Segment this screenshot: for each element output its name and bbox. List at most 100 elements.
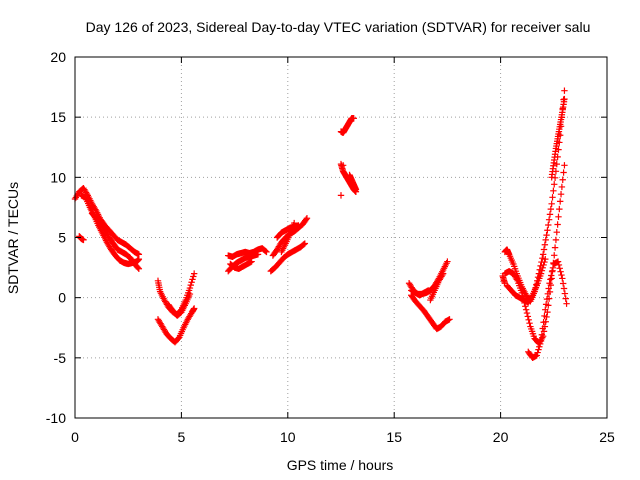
data-point	[561, 290, 569, 297]
data-point	[188, 279, 195, 286]
data-point	[537, 337, 545, 345]
data-point	[557, 190, 565, 198]
data-point	[539, 332, 547, 340]
y-tick-label: -10	[46, 410, 66, 426]
data-point	[553, 229, 560, 236]
data-point	[556, 265, 563, 272]
data-point	[547, 276, 554, 283]
data-point	[539, 264, 546, 272]
data-point	[524, 313, 532, 320]
data-point	[352, 186, 360, 193]
data-point	[540, 328, 548, 335]
data-point	[190, 273, 197, 280]
data-point	[559, 275, 566, 282]
data-point	[552, 236, 560, 244]
y-tick-labels: -10 -5 0 5 10 15 20	[46, 49, 66, 426]
data-point	[190, 270, 198, 277]
series-arc-6d	[427, 270, 447, 304]
chart-title: Day 126 of 2023, Sidereal Day-to-day VTE…	[86, 19, 591, 35]
data-point	[80, 236, 87, 244]
data-point	[539, 251, 547, 258]
data-point	[542, 255, 549, 263]
data-point	[425, 287, 432, 294]
data-point	[522, 306, 530, 313]
data-point	[300, 241, 308, 248]
data-point	[544, 227, 551, 234]
data-point	[134, 264, 142, 272]
series-arc-4d	[278, 219, 298, 256]
data-point	[538, 267, 546, 274]
data-point	[560, 285, 568, 292]
series-arc-5c	[346, 171, 360, 193]
series-arc-6b	[408, 292, 453, 333]
data-point	[556, 205, 563, 213]
data-point	[187, 281, 194, 289]
series-arc-3b	[225, 251, 262, 275]
data-point	[301, 240, 309, 247]
data-point	[541, 312, 548, 320]
data-point	[562, 295, 569, 302]
data-point	[554, 258, 562, 265]
series-arc-1a	[71, 184, 143, 258]
data-point	[350, 115, 357, 122]
data-point	[535, 346, 542, 353]
series-arc-6c	[408, 287, 432, 299]
series-arc-2b	[154, 305, 198, 346]
data-point	[248, 258, 255, 265]
series-arc-7c	[525, 258, 570, 362]
x-tick-label: 25	[599, 429, 615, 445]
x-tick-label: 15	[386, 429, 402, 445]
data-point	[543, 231, 550, 239]
data-point	[545, 216, 553, 223]
data-point	[523, 309, 531, 317]
data-point	[439, 270, 447, 277]
data-point	[302, 216, 310, 223]
data-point	[262, 248, 269, 255]
data-point	[539, 325, 546, 332]
x-axis-label: GPS time / hours	[287, 457, 394, 473]
y-tick-label: 20	[50, 49, 66, 65]
grid-lines	[75, 57, 607, 418]
data-point	[538, 331, 546, 338]
x-tick-label: 20	[493, 429, 509, 445]
data-point	[551, 244, 559, 251]
x-tick-label: 10	[280, 429, 296, 445]
data-point	[549, 264, 557, 272]
data-point	[548, 272, 555, 279]
data-point	[135, 265, 143, 272]
series-arc-5e	[337, 192, 345, 199]
data-point	[290, 219, 298, 227]
data-point	[547, 205, 555, 213]
data-point	[560, 169, 567, 176]
y-tick-label: 5	[58, 230, 66, 246]
y-tick-label: 15	[50, 109, 66, 125]
data-point	[551, 181, 558, 188]
data-point	[339, 162, 347, 169]
data-point	[541, 258, 548, 266]
data-point	[549, 194, 556, 201]
series-arc-5d	[339, 162, 347, 169]
data-point	[558, 183, 566, 191]
data-point	[561, 162, 568, 169]
data-point	[263, 248, 270, 256]
data-point	[186, 284, 194, 292]
data-point	[557, 268, 564, 275]
series-arc-7f	[499, 272, 509, 287]
data-point	[555, 213, 562, 221]
y-axis-label: SDTVAR / TECUs	[5, 182, 21, 294]
series-arc-1c	[88, 210, 143, 272]
data-point	[550, 187, 557, 195]
y-tick-label: -5	[54, 350, 67, 366]
data-point	[548, 268, 556, 275]
data-point	[439, 271, 446, 279]
data-point	[540, 319, 547, 326]
data-point	[548, 200, 555, 208]
series-arc-5a	[337, 115, 357, 137]
x-tick-labels: 0 5 10 15 20 25	[71, 429, 615, 445]
data-point	[559, 176, 566, 183]
data-point	[540, 246, 548, 253]
data-point	[539, 254, 546, 262]
data-points	[71, 87, 570, 362]
data-point	[536, 343, 543, 350]
